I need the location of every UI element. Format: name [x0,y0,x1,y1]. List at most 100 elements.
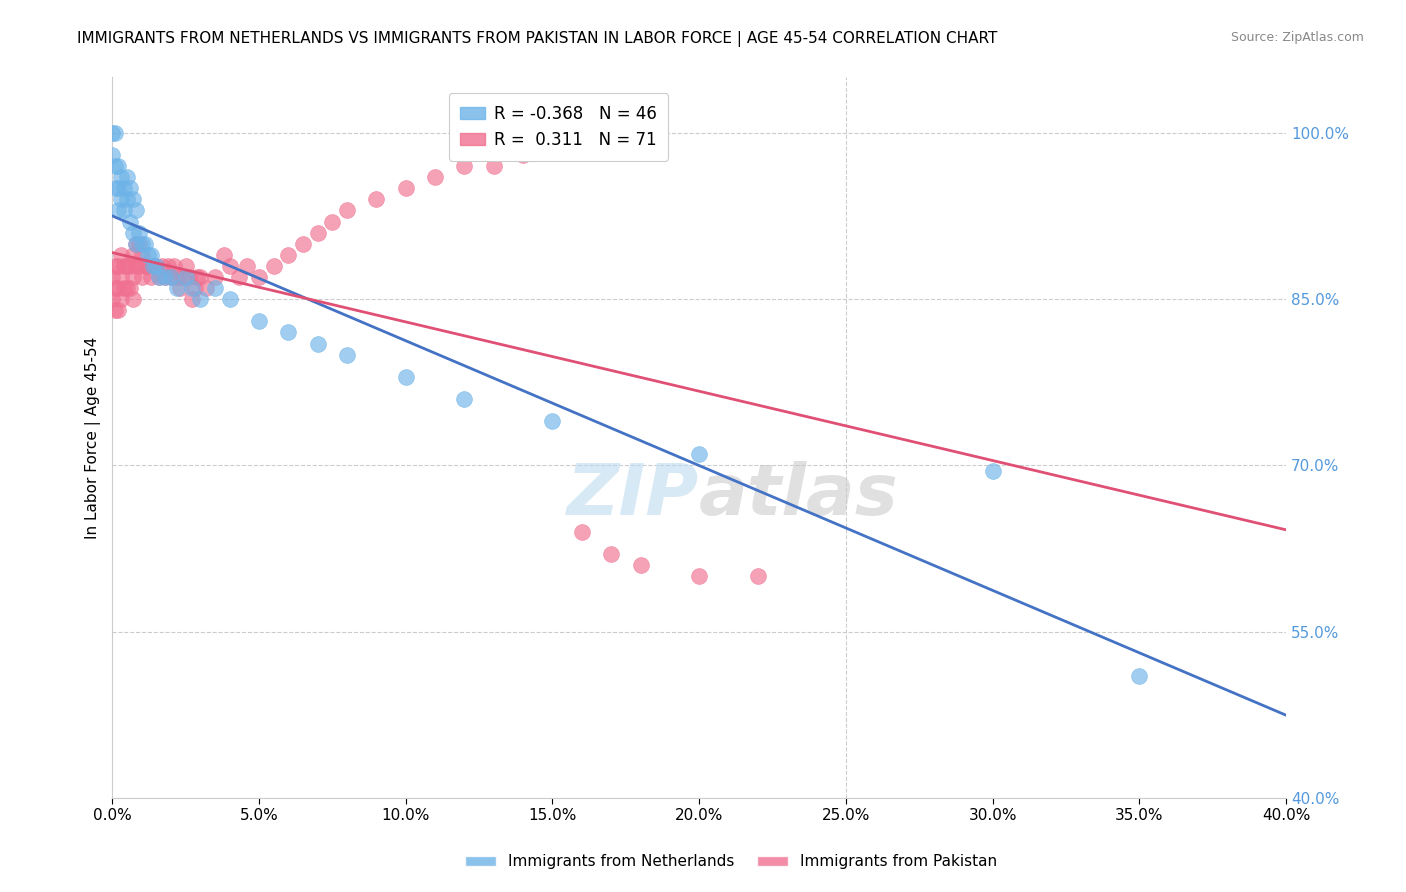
Point [115,259,138,273]
Point [190,292,212,306]
Point [115,170,138,185]
Point [163,259,186,273]
Point [107,259,129,273]
Point [128,236,150,251]
Point [128,259,150,273]
Point [166,270,188,285]
Point [218,292,240,306]
Point [172,270,194,285]
Point [160,270,183,285]
Point [571,524,593,539]
Point [366,193,388,207]
Point [630,558,652,573]
Point [104,259,127,273]
Point [228,270,250,285]
Point [104,181,127,195]
Point [115,281,138,295]
Point [688,447,710,461]
Y-axis label: In Labor Force | Age 45-54: In Labor Force | Age 45-54 [86,336,101,539]
Point [107,159,129,173]
Point [148,270,170,285]
Point [307,336,329,351]
Point [107,181,129,195]
Point [125,236,148,251]
Point [145,259,167,273]
Point [292,236,315,251]
Point [142,259,165,273]
Point [139,248,162,262]
Point [541,414,564,428]
Point [177,270,200,285]
Point [104,126,127,140]
Text: Source: ZipAtlas.com: Source: ZipAtlas.com [1230,31,1364,45]
Point [101,126,124,140]
Point [541,136,564,151]
Point [155,270,177,285]
Point [118,281,141,295]
Point [104,159,127,173]
Point [180,292,202,306]
Point [453,159,475,173]
Point [112,281,135,295]
Point [134,259,156,273]
Point [125,259,148,273]
Point [139,270,162,285]
Point [423,170,446,185]
Point [204,270,226,285]
Text: IMMIGRANTS FROM NETHERLANDS VS IMMIGRANTS FROM PAKISTAN IN LABOR FORCE | AGE 45-: IMMIGRANTS FROM NETHERLANDS VS IMMIGRANT… [77,31,998,47]
Point [125,203,148,218]
Point [157,259,180,273]
Point [131,270,153,285]
Point [107,303,129,318]
Point [101,292,124,306]
Point [112,181,135,195]
Point [482,159,505,173]
Point [307,226,329,240]
Point [155,270,177,285]
Legend: Immigrants from Netherlands, Immigrants from Pakistan: Immigrants from Netherlands, Immigrants … [458,848,1004,875]
Point [174,259,197,273]
Point [263,259,285,273]
Point [600,547,623,561]
Point [204,281,226,295]
Point [122,270,145,285]
Point [395,369,418,384]
Point [336,203,359,218]
Point [110,270,132,285]
Point [112,259,135,273]
Point [981,464,1004,478]
Point [118,181,141,195]
Point [247,270,270,285]
Point [160,270,183,285]
Point [148,270,170,285]
Point [125,236,148,251]
Point [107,203,129,218]
Point [122,193,145,207]
Point [128,226,150,240]
Legend: R = -0.368   N = 46, R =  0.311   N = 71: R = -0.368 N = 46, R = 0.311 N = 71 [449,93,668,161]
Point [166,281,188,295]
Point [183,281,205,295]
Point [336,348,359,362]
Point [236,259,259,273]
Point [104,303,127,318]
Point [101,148,124,162]
Point [145,259,167,273]
Point [277,326,299,340]
Text: ZIP: ZIP [567,461,699,530]
Point [118,259,141,273]
Point [110,193,132,207]
Point [395,181,418,195]
Point [118,214,141,228]
Point [321,214,343,228]
Point [180,281,202,295]
Point [169,281,191,295]
Point [218,259,240,273]
Point [104,281,127,295]
Point [512,148,534,162]
Point [186,270,208,285]
Point [136,259,159,273]
Point [122,292,145,306]
Point [174,270,197,285]
Point [101,270,124,285]
